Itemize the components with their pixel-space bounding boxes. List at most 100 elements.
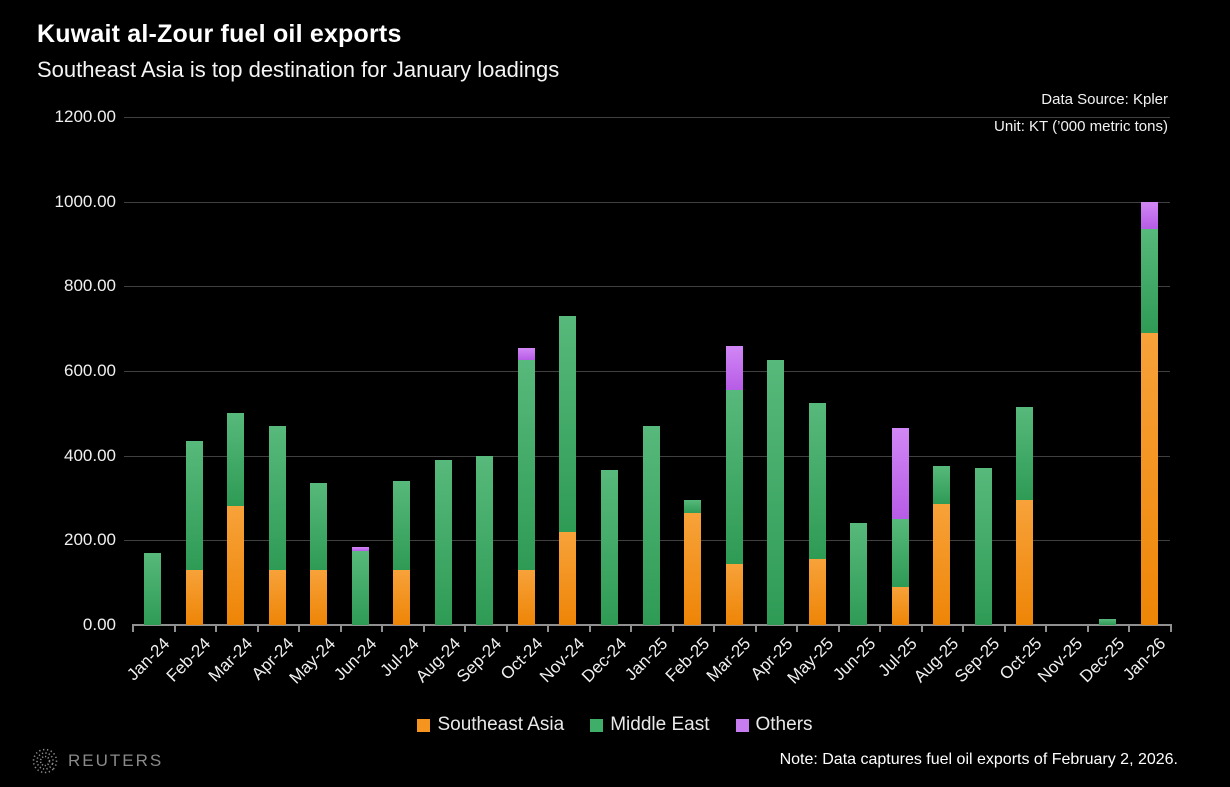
- legend: Southeast Asia Middle East Others: [0, 711, 1230, 739]
- x-axis-tick-label: Dec-25: [1075, 634, 1129, 687]
- y-axis-tick-label: 1000.00: [54, 191, 116, 211]
- gridline: [124, 117, 1170, 118]
- x-axis-tick: [1086, 626, 1089, 632]
- x-axis-tick-label: Nov-25: [1034, 634, 1087, 687]
- x-axis-tick-label: Jan-24: [122, 634, 174, 685]
- x-axis-tick: [713, 626, 716, 632]
- bar-segment-southeast-asia-may-25: [808, 559, 826, 625]
- x-axis-tick: [754, 626, 757, 632]
- bar-segment-middle-east-feb-24: [185, 440, 203, 570]
- legend-item-middle-east: Middle East: [590, 714, 710, 736]
- y-axis-tick-label: 400.00: [64, 445, 116, 465]
- y-axis-tick-label: 800.00: [64, 276, 116, 296]
- bar-segment-middle-east-may-24: [310, 483, 328, 570]
- bar-segment-middle-east-jul-24: [393, 481, 411, 570]
- x-axis-tick-label: May-24: [285, 634, 340, 688]
- legend-label: Southeast Asia: [437, 714, 565, 735]
- legend-swatch-southeast-asia: [417, 718, 431, 732]
- data-source-label: Data Source: Kpler: [1041, 91, 1168, 108]
- bar-segment-middle-east-jul-25: [891, 519, 909, 587]
- x-axis-tick-label: Mar-24: [204, 634, 257, 686]
- bar-segment-others-mar-25: [725, 345, 743, 391]
- x-axis-tick: [132, 626, 134, 632]
- x-axis-tick: [1170, 626, 1172, 632]
- x-axis-tick: [505, 626, 508, 632]
- x-axis-tick-label: Aug-24: [411, 634, 464, 687]
- bar-segment-southeast-asia-mar-24: [227, 506, 245, 625]
- bar-segment-middle-east-aug-24: [434, 459, 452, 625]
- y-axis-tick-label: 600.00: [64, 361, 116, 380]
- legend-label: Others: [755, 714, 813, 735]
- x-axis-tick: [381, 626, 384, 632]
- legend-item-southeast-asia: Southeast Asia: [417, 714, 564, 736]
- x-axis-tick-label: Nov-24: [536, 634, 589, 687]
- x-axis-tick: [215, 626, 218, 632]
- x-axis-tick: [1128, 626, 1131, 632]
- bar-segment-middle-east-apr-25: [767, 360, 785, 625]
- y-axis-tick-label: 1200.00: [54, 107, 116, 126]
- x-axis-tick: [588, 626, 591, 632]
- x-axis-tick-label: Dec-24: [577, 634, 630, 687]
- x-axis-tick: [339, 626, 342, 632]
- bar-segment-southeast-asia-jul-25: [891, 586, 909, 625]
- legend-item-others: Others: [735, 714, 813, 736]
- legend-swatch-middle-east: [590, 718, 604, 732]
- bar-segment-southeast-asia-nov-24: [559, 531, 577, 625]
- x-axis-tick-label: Jun-24: [330, 634, 381, 685]
- bar-segment-southeast-asia-jul-24: [393, 569, 411, 625]
- x-axis-tick: [1003, 626, 1006, 632]
- bar-segment-middle-east-jan-24: [144, 553, 162, 625]
- y-axis-tick-label: 0.00: [82, 615, 116, 634]
- bar-segment-middle-east-dec-25: [1099, 618, 1117, 625]
- reuters-orb-icon: [32, 748, 58, 774]
- plot-area: [124, 117, 1170, 625]
- x-axis-tick: [1045, 626, 1048, 632]
- x-axis-tick-label: Sep-24: [453, 634, 506, 687]
- bar-segment-others-jun-24: [351, 546, 369, 551]
- footer-note: Note: Data captures fuel oil exports of …: [779, 751, 1178, 768]
- bar-segment-others-jan-26: [1140, 201, 1158, 230]
- bar-segment-southeast-asia-feb-25: [684, 512, 702, 625]
- gridline: [124, 286, 1170, 288]
- unit-label: Unit: KT (’000 metric tons): [994, 118, 1168, 135]
- bar-segment-middle-east-jun-25: [850, 523, 868, 625]
- x-axis-line: [132, 624, 1172, 626]
- x-axis-tick: [837, 626, 840, 632]
- x-axis-tick-label: Jan-25: [621, 634, 672, 685]
- bar-segment-middle-east-oct-24: [517, 360, 535, 570]
- chart-title: Kuwait al-Zour fuel oil exports: [37, 20, 402, 48]
- legend-label: Middle East: [610, 714, 710, 735]
- bar-segment-middle-east-apr-24: [268, 426, 286, 570]
- legend-swatch-others: [735, 718, 749, 732]
- gridline: [124, 201, 1170, 203]
- x-axis-tick: [879, 626, 882, 632]
- x-axis-tick: [630, 626, 633, 632]
- bar-segment-middle-east-jan-26: [1140, 229, 1158, 333]
- bar-segment-southeast-asia-aug-25: [933, 504, 951, 625]
- bar-segment-middle-east-may-25: [808, 402, 826, 560]
- bar-segment-southeast-asia-may-24: [310, 569, 328, 625]
- x-axis-tick: [671, 626, 674, 632]
- reuters-wordmark: REUTERS: [68, 751, 164, 770]
- x-axis-tick: [547, 626, 550, 632]
- x-axis-tick: [173, 626, 176, 632]
- bar-segment-middle-east-oct-25: [1016, 407, 1034, 501]
- bar-segment-middle-east-feb-25: [684, 500, 702, 513]
- bar-segment-southeast-asia-oct-25: [1016, 500, 1034, 625]
- bar-segment-others-oct-24: [517, 347, 535, 361]
- x-axis-tick-label: Jun-25: [828, 634, 880, 685]
- bar-segment-middle-east-dec-24: [600, 470, 618, 625]
- bar-segment-southeast-asia-jan-26: [1140, 332, 1158, 625]
- bar-segment-middle-east-mar-25: [725, 390, 743, 564]
- x-axis-tick-label: Jan-26: [1119, 634, 1170, 685]
- bar-segment-middle-east-jun-24: [351, 550, 369, 625]
- bar-segment-middle-east-sep-25: [974, 468, 992, 625]
- bar-segment-southeast-asia-oct-24: [517, 569, 535, 625]
- x-axis-tick: [464, 626, 467, 632]
- bar-segment-middle-east-jan-25: [642, 426, 660, 625]
- bar-segment-southeast-asia-apr-24: [268, 569, 286, 625]
- x-axis-tick-label: Feb-25: [661, 634, 713, 686]
- x-axis-tick-label: Mar-25: [702, 634, 755, 686]
- y-axis-tick-label: 200.00: [64, 530, 116, 550]
